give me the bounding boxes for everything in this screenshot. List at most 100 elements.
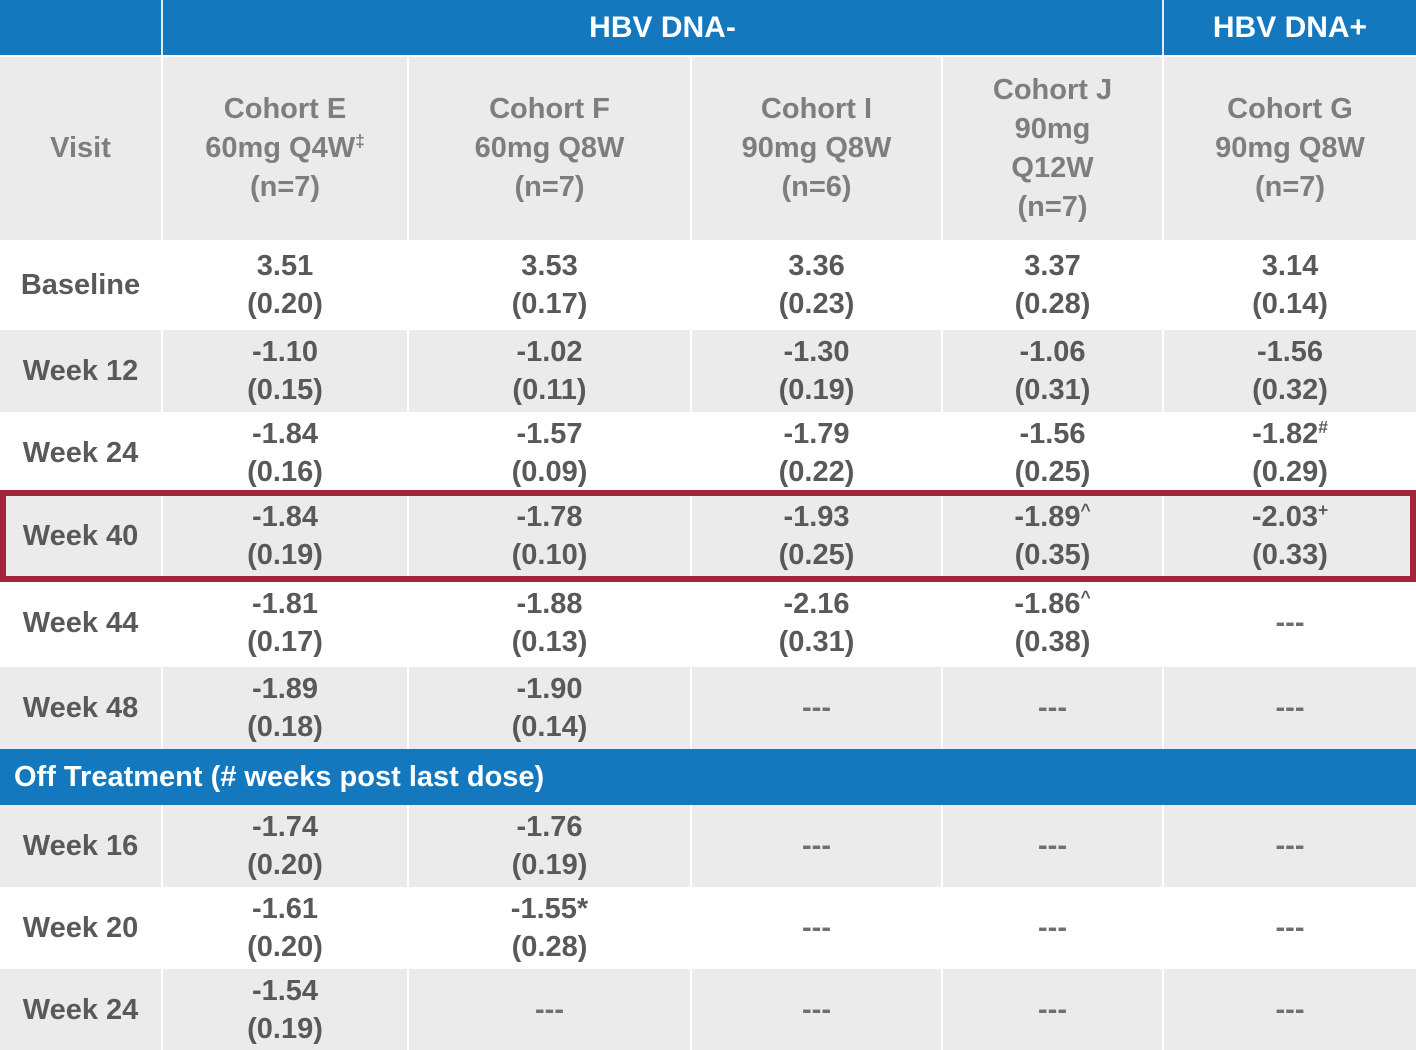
value-cell: -1.55* (0.28) bbox=[407, 887, 690, 969]
value-cell: -1.02 (0.11) bbox=[407, 330, 690, 412]
standard-error-value: (0.19) bbox=[778, 374, 855, 406]
value-cell: 3.51 (0.20) bbox=[161, 240, 407, 330]
mean-value: -1.89^ bbox=[1014, 500, 1091, 533]
no-data-cell: --- bbox=[690, 667, 941, 749]
no-data-dashes: --- bbox=[1275, 994, 1305, 1026]
standard-error-value: (0.23) bbox=[778, 288, 855, 320]
value-cell: -1.89^ (0.35) bbox=[941, 494, 1162, 578]
standard-error-value: (0.20) bbox=[247, 288, 323, 320]
mean-value: -1.93 bbox=[783, 501, 850, 533]
value-cell: -1.93 (0.25) bbox=[690, 494, 941, 578]
no-data-cell: --- bbox=[1162, 667, 1416, 749]
standard-error-value: (0.28) bbox=[511, 931, 588, 963]
no-data-dashes: --- bbox=[535, 994, 564, 1026]
standard-error-value: (0.31) bbox=[778, 625, 855, 658]
value-cell: 3.53 (0.17) bbox=[407, 240, 690, 330]
mean-value: -1.74 bbox=[251, 811, 319, 843]
no-data-dashes: --- bbox=[802, 830, 831, 862]
no-data-dashes: --- bbox=[802, 692, 831, 724]
value-cell: -1.86^ (0.38) bbox=[941, 578, 1162, 667]
mean-value: -1.89 bbox=[251, 673, 319, 705]
visit-label: Week 16 bbox=[22, 830, 139, 862]
footnote-marker: ^ bbox=[1080, 586, 1091, 607]
header-line: 60mg Q4W‡ bbox=[205, 131, 365, 164]
footnote-marker: ‡ bbox=[355, 131, 365, 152]
no-data-cell: --- bbox=[1162, 578, 1416, 667]
value-cell: -1.56 (0.25) bbox=[941, 412, 1162, 494]
value-cell: -1.61 (0.20) bbox=[161, 887, 407, 969]
footnote-marker: + bbox=[1317, 500, 1329, 521]
mean-value: -1.56 bbox=[1256, 336, 1324, 368]
standard-error-value: (0.20) bbox=[247, 931, 323, 963]
no-data-cell: --- bbox=[941, 969, 1162, 1050]
table-row-week-24: Week 24 -1.84 (0.16) -1.57 (0.09) -1.79 (0.22)… bbox=[0, 412, 1416, 494]
mean-value: -1.79 bbox=[783, 418, 850, 450]
mean-value: -1.76 bbox=[516, 811, 583, 843]
no-data-dashes: --- bbox=[1275, 830, 1305, 862]
mean-value: -2.03+ bbox=[1251, 500, 1329, 533]
value-cell: -1.82# (0.29) bbox=[1162, 412, 1416, 494]
table-row-week-24-off-treatment: Week 24 -1.54 (0.19) --- --- --- --- bbox=[0, 969, 1416, 1050]
column-header-visit: Visit bbox=[0, 57, 161, 240]
standard-error-value: (0.15) bbox=[247, 374, 323, 406]
no-data-cell: --- bbox=[1162, 805, 1416, 887]
mean-value: -1.57 bbox=[516, 418, 583, 450]
value-cell: -1.90 (0.14) bbox=[407, 667, 690, 749]
standard-error-value: (0.19) bbox=[247, 539, 323, 571]
value-cell: -2.03+ (0.33) bbox=[1162, 494, 1416, 578]
no-data-cell: --- bbox=[690, 805, 941, 887]
no-data-dashes: --- bbox=[1275, 692, 1305, 724]
visit-label: Week 24 bbox=[22, 994, 139, 1026]
mean-value: -1.82# bbox=[1252, 417, 1328, 450]
standard-error-value: (0.29) bbox=[1252, 456, 1328, 488]
no-data-dashes: --- bbox=[802, 994, 831, 1026]
standard-error-value: (0.19) bbox=[511, 849, 588, 881]
value-cell: -1.84 (0.16) bbox=[161, 412, 407, 494]
header-line: (n=6) bbox=[781, 171, 852, 203]
standard-error-value: (0.16) bbox=[247, 456, 323, 488]
group-header-band: HBV DNA- HBV DNA+ bbox=[0, 0, 1416, 57]
value-cell: -1.56 (0.32) bbox=[1162, 330, 1416, 412]
column-header-cohort-g: Cohort G 90mg Q8W (n=7) bbox=[1162, 57, 1416, 240]
column-header-row: Visit Cohort E 60mg Q4W‡ (n=7) Cohort F 60mg … bbox=[0, 57, 1416, 240]
standard-error-value: (0.35) bbox=[1014, 539, 1091, 571]
no-data-dashes: --- bbox=[1038, 994, 1067, 1026]
mean-value: -1.84 bbox=[251, 418, 319, 450]
value-cell: -1.79 (0.22) bbox=[690, 412, 941, 494]
value-cell: 3.14 (0.14) bbox=[1162, 240, 1416, 330]
mean-value: 3.53 bbox=[521, 250, 578, 282]
no-data-dashes: --- bbox=[1038, 692, 1067, 724]
footnote-marker: ^ bbox=[1080, 500, 1091, 521]
no-data-cell: --- bbox=[690, 887, 941, 969]
table-row-week-40: Week 40 -1.84 (0.19) -1.78 (0.10) -1.93 (0.25)… bbox=[0, 494, 1416, 578]
visit-label: Week 48 bbox=[22, 692, 139, 724]
standard-error-value: (0.19) bbox=[247, 1013, 323, 1045]
group-header-hbv-dna-positive: HBV DNA+ bbox=[1162, 0, 1416, 55]
column-header-cohort-j: Cohort J 90mg Q12W (n=7) bbox=[941, 57, 1162, 240]
header-line: Cohort I bbox=[760, 93, 873, 125]
header-line: 90mg Q8W bbox=[1215, 132, 1365, 164]
value-cell: -1.30 (0.19) bbox=[690, 330, 941, 412]
visit-label: Week 40 bbox=[22, 520, 139, 552]
value-cell: 3.37 (0.28) bbox=[941, 240, 1162, 330]
header-line: 90mg bbox=[1014, 112, 1091, 145]
mean-value: -1.86^ bbox=[1014, 586, 1091, 620]
value-cell: -1.81 (0.17) bbox=[161, 578, 407, 667]
no-data-cell: --- bbox=[1162, 969, 1416, 1050]
header-line: Visit bbox=[50, 132, 111, 164]
no-data-dashes: --- bbox=[802, 912, 831, 944]
standard-error-value: (0.09) bbox=[511, 456, 588, 488]
mean-value: 3.14 bbox=[1261, 250, 1319, 282]
mean-value: 3.36 bbox=[788, 250, 845, 282]
value-cell: -1.89 (0.18) bbox=[161, 667, 407, 749]
header-line: Cohort E bbox=[223, 93, 347, 125]
standard-error-value: (0.14) bbox=[1252, 288, 1328, 320]
table-row-week-44: Week 44 -1.81 (0.17) -1.88 (0.13) -2.16 (0.31)… bbox=[0, 578, 1416, 667]
mean-value: -1.81 bbox=[251, 587, 319, 620]
no-data-dashes: --- bbox=[1038, 912, 1067, 944]
value-cell: -1.06 (0.31) bbox=[941, 330, 1162, 412]
standard-error-value: (0.33) bbox=[1252, 539, 1328, 571]
value-cell: -1.78 (0.10) bbox=[407, 494, 690, 578]
table-row-baseline: Baseline 3.51 (0.20) 3.53 (0.17) 3.36 (0.23) 3.… bbox=[0, 240, 1416, 330]
